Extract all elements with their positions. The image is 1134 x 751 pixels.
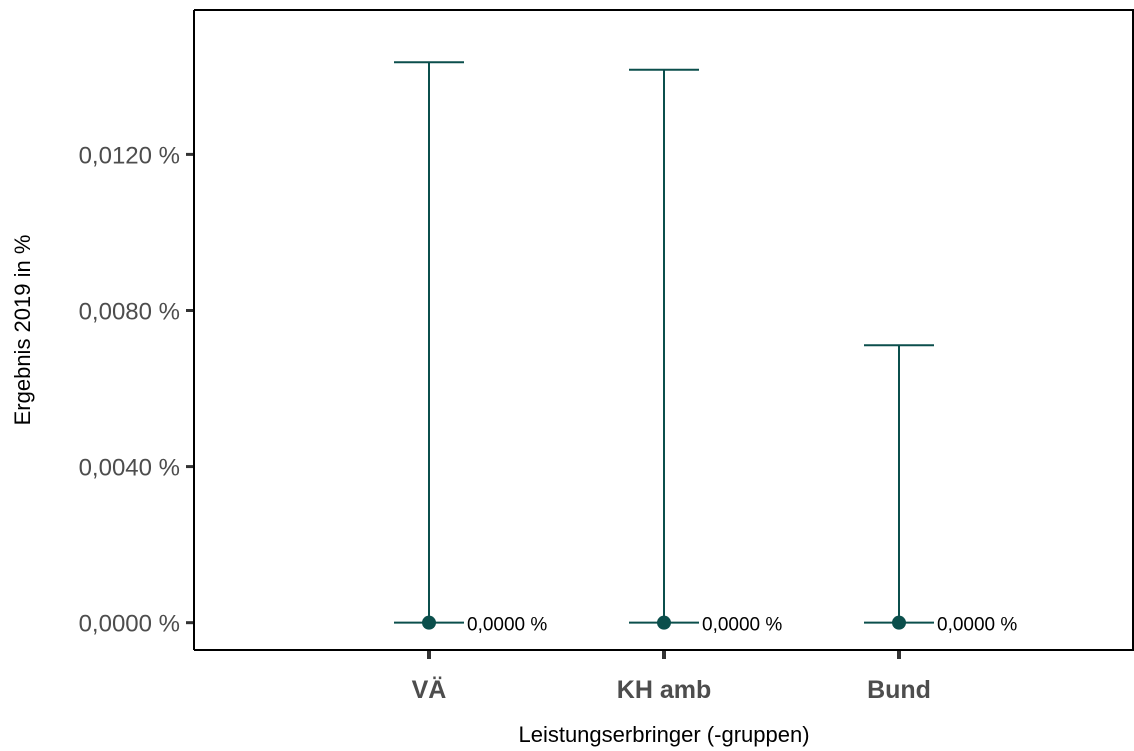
chart-marks: 0,0000 % 0,0000 % 0,0000 % [394, 61, 1017, 636]
x-tick-label: VÄ [412, 676, 447, 704]
x-tick-label: Bund [867, 676, 931, 704]
data-label: 0,0000 % [702, 615, 782, 636]
y-axis-title: Ergebnis 2019 in % [10, 235, 35, 426]
x-axis-title: Leistungserbringer (-gruppen) [518, 722, 809, 747]
data-label: 0,0000 % [467, 615, 547, 636]
data-point [892, 615, 906, 630]
y-tick-label: 0,0000 % [79, 611, 180, 638]
data-point [422, 615, 436, 630]
data-label: 0,0000 % [937, 615, 1017, 636]
y-tick-label: 0,0120 % [79, 142, 180, 169]
y-tick-label: 0,0080 % [79, 298, 180, 325]
x-tick-label: KH amb [617, 676, 711, 704]
x-axis-ticks: VÄ KH amb Bund [412, 650, 931, 704]
data-point [657, 615, 671, 630]
y-tick-label: 0,0040 % [79, 455, 180, 482]
y-axis-ticks: 0,0000 % 0,0040 % 0,0080 % 0,0120 % [79, 142, 194, 638]
